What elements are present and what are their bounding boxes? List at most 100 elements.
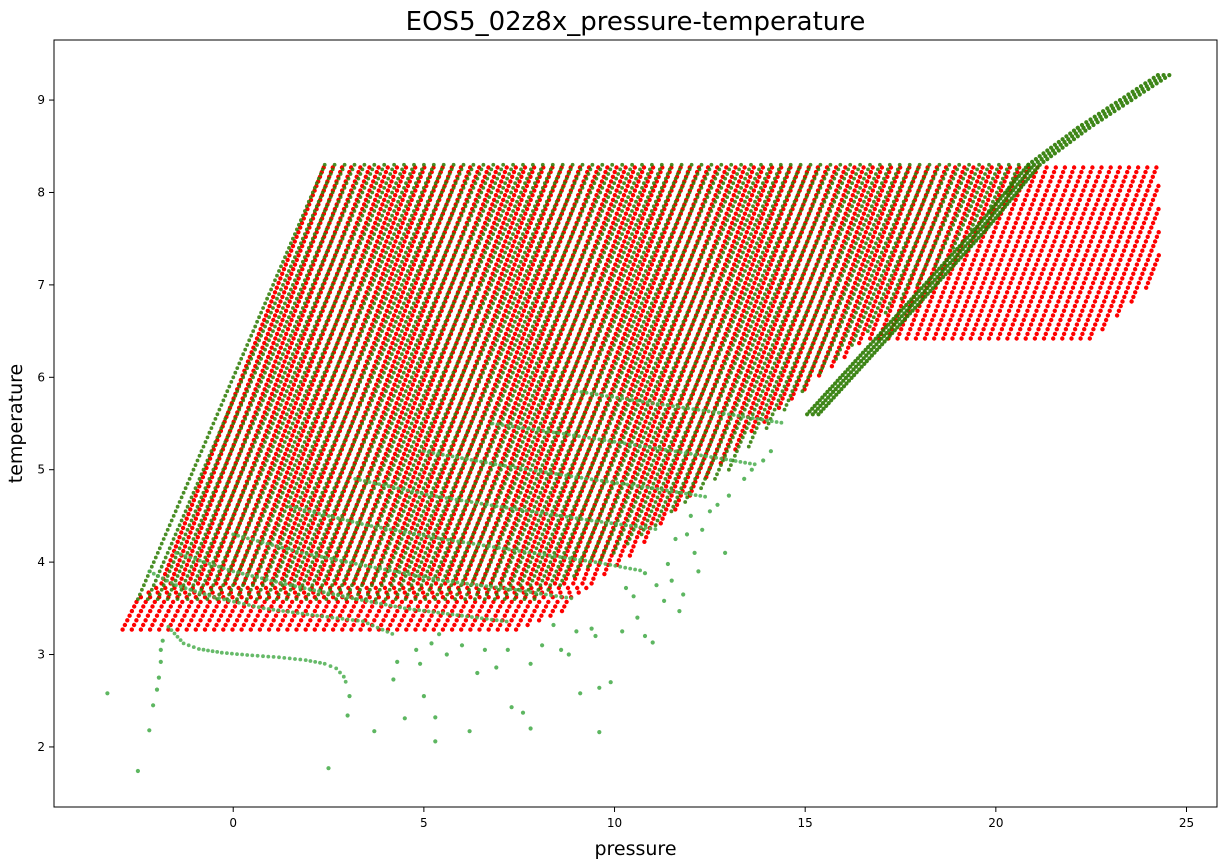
data-point (483, 460, 488, 465)
data-point (968, 238, 973, 243)
data-point (640, 484, 645, 489)
data-point (1071, 128, 1077, 133)
data-point (858, 353, 863, 358)
data-point (973, 232, 978, 238)
data-point (305, 612, 310, 617)
data-point (347, 694, 352, 699)
data-point (569, 474, 574, 479)
data-point (551, 430, 556, 435)
data-point (677, 609, 682, 614)
data-point (225, 651, 229, 655)
data-point (693, 493, 698, 497)
data-point (779, 420, 784, 425)
data-point (965, 241, 971, 246)
data-point (930, 286, 936, 291)
data-point (1037, 154, 1042, 159)
data-point (503, 464, 508, 468)
data-point (956, 258, 961, 263)
green-scattered-points (105, 449, 774, 774)
data-point (696, 569, 701, 574)
data-point (398, 605, 402, 610)
data-point (623, 565, 628, 570)
data-point (287, 656, 292, 661)
data-point (230, 651, 234, 656)
data-point (638, 525, 643, 529)
data-point (980, 224, 986, 229)
data-point (848, 364, 853, 369)
data-point (826, 395, 831, 400)
data-point (746, 415, 750, 420)
data-point (1064, 134, 1069, 139)
data-point (1045, 148, 1050, 153)
data-point (915, 302, 920, 308)
chart-title: EOS5_02z8x_pressure-temperature (406, 7, 866, 37)
data-point (158, 659, 163, 665)
data-point (505, 647, 510, 653)
data-point (887, 333, 892, 338)
data-point (828, 392, 833, 397)
data-point (490, 421, 495, 426)
data-point (526, 426, 530, 431)
data-point (599, 478, 604, 483)
data-point (210, 649, 215, 654)
data-point (544, 470, 548, 475)
data-point (508, 464, 513, 469)
data-point (388, 603, 393, 608)
data-point (488, 461, 493, 466)
data-point (1005, 188, 1010, 193)
data-point (904, 308, 910, 313)
data-point (638, 443, 642, 448)
data-point (250, 653, 255, 658)
data-point (617, 440, 622, 445)
data-point (549, 512, 554, 517)
data-point (918, 300, 923, 305)
data-point (241, 535, 245, 539)
data-point (422, 533, 426, 538)
data-point (1092, 114, 1097, 119)
data-point (1035, 165, 1040, 170)
data-point (523, 589, 528, 594)
data-point (608, 680, 613, 685)
data-point (612, 439, 617, 444)
data-point (1001, 199, 1006, 204)
data-point (434, 494, 439, 499)
data-point (665, 561, 671, 567)
x-tick-label: 15 (798, 816, 813, 830)
data-point (993, 216, 998, 221)
data-point (1079, 122, 1085, 128)
data-point (933, 283, 938, 288)
data-point (391, 485, 396, 490)
data-point (533, 591, 538, 595)
data-point (594, 478, 599, 482)
data-point (815, 406, 821, 411)
data-point (673, 536, 678, 542)
data-point (650, 640, 655, 645)
data-point (944, 258, 950, 263)
data-point (251, 604, 256, 608)
data-point (1052, 142, 1057, 147)
data-point (749, 467, 754, 472)
data-point (240, 571, 245, 576)
data-point (768, 449, 774, 454)
data-point (181, 641, 186, 646)
data-point (513, 465, 518, 470)
data-point (660, 487, 665, 492)
data-point (853, 359, 858, 364)
data-point (654, 583, 659, 588)
data-point (977, 221, 982, 226)
data-point (154, 687, 160, 692)
data-point (861, 356, 866, 361)
data-point (963, 249, 969, 254)
data-point (160, 638, 165, 643)
data-point (850, 361, 855, 366)
data-point (950, 258, 955, 263)
data-point (1027, 168, 1032, 173)
data-point (704, 454, 708, 459)
data-point (679, 490, 684, 495)
data-point (405, 488, 410, 493)
data-point (831, 389, 836, 394)
data-point (564, 595, 569, 600)
data-point (479, 501, 484, 506)
data-point (1002, 190, 1008, 195)
data-point (464, 499, 469, 504)
